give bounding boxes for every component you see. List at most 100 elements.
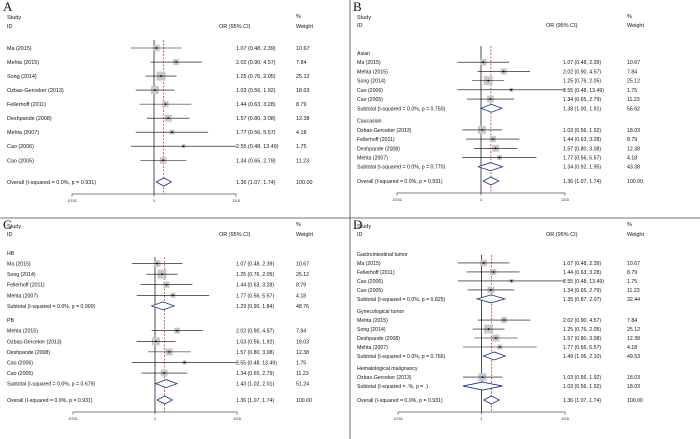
weight-text: 11.23 xyxy=(296,371,309,377)
row-study: Song (2014) 1.25 (0.76, 2.05) 25.12 xyxy=(7,71,310,81)
weight-text: 56.62 xyxy=(627,106,640,112)
or-ci-text: 1.25 (0.76, 2.05) xyxy=(236,272,274,278)
weight-text: 1.75 xyxy=(296,144,307,150)
study-label: Mehta (2007) xyxy=(7,293,38,299)
x-tick-label: .0741 xyxy=(392,197,403,202)
subtotal-diamond xyxy=(482,351,507,361)
row-study: Cao (2006) 2.55 (0.48, 13.49) 1.75 xyxy=(357,279,637,285)
or-ci-text: 1.77 (0.56, 5.57) xyxy=(236,293,274,299)
row-study: Cao (2006) 2.55 (0.48, 13.49) 1.75 xyxy=(7,144,307,150)
header-percent: % xyxy=(627,222,632,228)
row-group: Gastrointestinal tumor xyxy=(357,252,408,258)
study-label: Song (2014) xyxy=(357,79,386,85)
point-estimate xyxy=(502,70,505,73)
point-estimate xyxy=(489,289,492,291)
weight-text: 25.12 xyxy=(296,74,310,80)
row-study: Cao (2006) 2.55 (0.48, 13.49) 1.75 xyxy=(357,88,637,94)
point-estimate xyxy=(162,159,165,162)
study-label: Mehta (2015) xyxy=(7,329,38,335)
or-ci-text: 1.25 (0.76, 2.05) xyxy=(563,79,601,85)
x-tick-label: 13.5 xyxy=(561,197,570,202)
weight-text: 10.67 xyxy=(627,261,640,267)
point-estimate xyxy=(481,128,483,131)
or-ci-text: 1.77 (0.56, 5.57) xyxy=(236,130,276,136)
row-group: Caucasian xyxy=(357,119,382,125)
study-label: Mehta (2007) xyxy=(7,130,39,136)
header-or: OR (95% CI) xyxy=(219,24,251,30)
row-group: PB xyxy=(7,318,14,324)
study-label: Cao (2005) xyxy=(7,158,34,164)
or-ci-text: 2.55 (0.48, 13.49) xyxy=(563,88,604,94)
weight-text: 51.24 xyxy=(296,382,309,388)
study-label: Fellerhoff (2011) xyxy=(7,283,45,289)
weight-text: 18.03 xyxy=(627,384,640,390)
row-study: Song (2014) 1.25 (0.76, 2.05) 25.12 xyxy=(357,324,640,334)
x-tick-label: .0741 xyxy=(67,198,78,203)
or-ci-text: 1.43 (1.02, 2.01) xyxy=(236,382,274,388)
study-label: Ma (2015) xyxy=(7,46,32,52)
or-ci-text: 1.03 (0.56, 1.92) xyxy=(236,339,274,345)
row-overall: Overall (I-squared = 0.0%, p = 0.931) 1.3… xyxy=(7,395,312,405)
row-study: Deshpande (2008) 1.57 (0.80, 3.08) 12.38 xyxy=(357,144,640,152)
x-tick-label: .0741 xyxy=(68,416,79,421)
subtotal-diamond xyxy=(479,103,504,113)
weight-text: 18.03 xyxy=(296,88,310,94)
panel-letter: A xyxy=(3,0,13,14)
row-study: Ozbas-Gerceker (2013) 1.03 (0.56, 1.92) 18… xyxy=(7,337,309,345)
row-group: Hematological malignancy xyxy=(357,366,418,372)
point-estimate xyxy=(498,156,501,159)
header-weight: Weight xyxy=(296,232,313,238)
study-label: Deshpande (2008) xyxy=(357,336,400,342)
study-label: Song (2014) xyxy=(7,272,36,278)
header-id: ID xyxy=(7,232,13,238)
x-tick-label: 1 xyxy=(480,416,483,421)
or-ci-text: 1.07 (0.48, 2.39) xyxy=(236,262,274,268)
row-overall: Overall (I-squared = 0.0%, p = 0.931) 1.3… xyxy=(357,176,643,186)
point-estimate xyxy=(160,75,162,77)
header-id: ID xyxy=(7,24,13,30)
or-ci-text: 1.34 (0.65, 2.79) xyxy=(236,158,276,164)
or-ci-text: 1.34 (0.92, 1.95) xyxy=(563,165,601,171)
weight-text: 10.67 xyxy=(296,46,310,52)
header-study: Study xyxy=(357,15,371,21)
row-study: Mehta (2015) 2.02 (0.90, 4.57) 7.84 xyxy=(7,59,307,66)
weight-text: 11.23 xyxy=(627,288,640,294)
or-ci-text: 1.34 (0.65, 2.79) xyxy=(236,371,274,377)
row-group: Asian xyxy=(357,51,370,57)
point-estimate xyxy=(176,329,179,332)
point-estimate xyxy=(171,131,173,134)
or-ci-text: 1.34 (0.65, 2.79) xyxy=(563,97,601,103)
weight-text: 8.79 xyxy=(296,283,306,289)
overall-diamond xyxy=(155,177,173,187)
study-label: Mehta (2015) xyxy=(357,69,388,75)
row-subtotal: Subtotal (I-squared = 0.0%, p = 0.825) 1.… xyxy=(357,294,640,304)
x-tick-label: 1 xyxy=(153,198,156,203)
weight-text: 1.75 xyxy=(627,88,637,94)
panel-letter: D xyxy=(353,217,362,232)
row-study: Ma (2015) 1.07 (0.48, 2.39) 10.67 xyxy=(357,259,640,267)
row-study: Deshpande (2008) 1.57 (0.80, 3.08) 12.38 xyxy=(7,348,309,356)
row-study: Mehta (2015) 2.02 (0.90, 4.57) 7.84 xyxy=(7,327,306,335)
study-label: Song (2014) xyxy=(357,327,386,333)
header-or: OR (95% CI) xyxy=(546,232,578,238)
study-label: Cao (2005) xyxy=(357,288,383,294)
point-estimate xyxy=(510,88,513,91)
point-estimate xyxy=(167,117,170,120)
header-study: Study xyxy=(7,15,21,21)
overall-label: Overall (I-squared = 0.0%, p = 0.931) xyxy=(357,398,443,404)
study-label: Mehta (2007) xyxy=(357,345,388,351)
row-study: Mehta (2015) 2.02 (0.90, 4.57) 7.84 xyxy=(357,317,637,324)
or-ci-text: 1.35 (0.87, 2.07) xyxy=(563,297,601,303)
study-label: Cao (2006) xyxy=(357,279,383,285)
or-ci-text: 1.36 (1.07, 1.74) xyxy=(563,398,601,404)
weight-text: 8.79 xyxy=(627,137,637,143)
point-estimate xyxy=(164,103,167,106)
or-ci-text: 1.29 (0.90, 1.84) xyxy=(236,304,274,310)
subtotal-diamond xyxy=(154,379,179,389)
weight-text: 100.00 xyxy=(296,180,313,186)
header-id: ID xyxy=(357,232,363,238)
row-study: Deshpande (2008) 1.57 (0.80, 3.08) 12.38 xyxy=(357,334,640,342)
study-label: Deshpande (2008) xyxy=(7,116,52,122)
weight-text: 7.84 xyxy=(296,329,306,335)
